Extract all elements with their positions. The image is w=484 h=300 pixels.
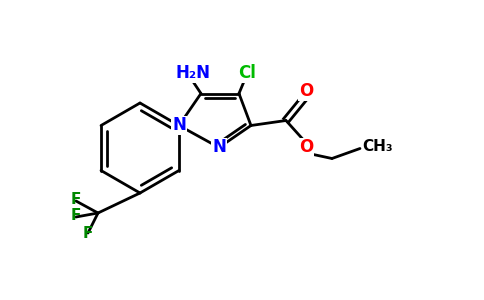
Text: O: O	[299, 82, 313, 100]
Text: N: N	[172, 116, 186, 134]
Text: Cl: Cl	[238, 64, 256, 82]
Text: N: N	[212, 139, 226, 157]
Text: F: F	[71, 208, 81, 224]
Text: O: O	[299, 139, 313, 157]
Text: F: F	[71, 193, 81, 208]
Text: CH₃: CH₃	[363, 139, 393, 154]
Text: F: F	[83, 226, 93, 242]
Text: H₂N: H₂N	[176, 64, 211, 82]
